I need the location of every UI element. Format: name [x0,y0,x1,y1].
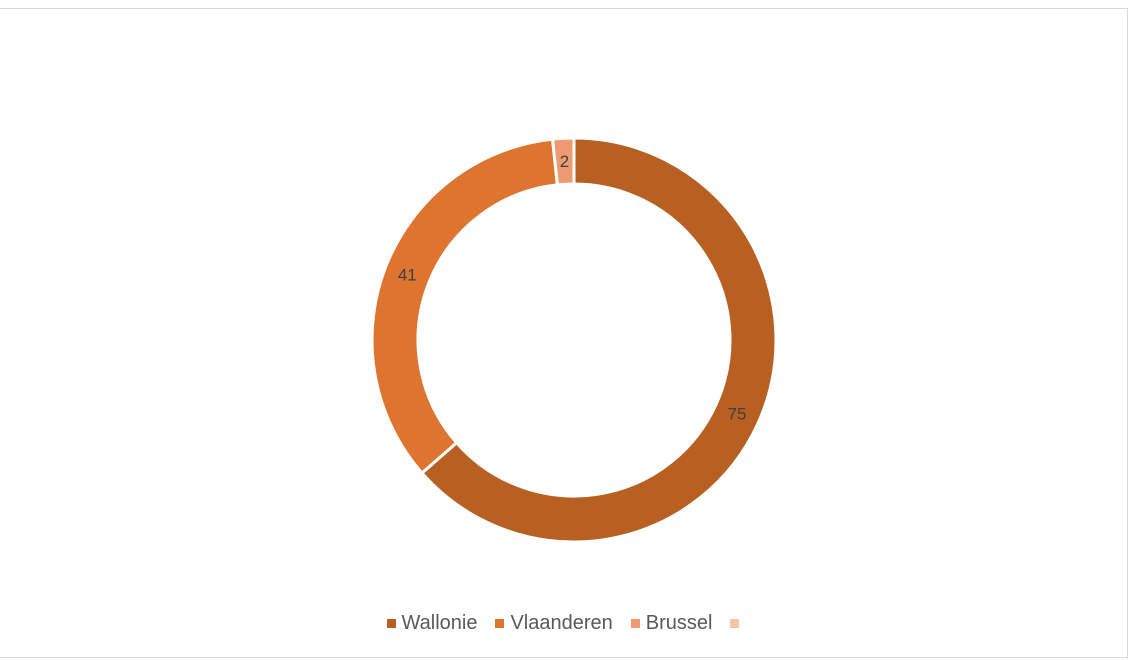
slice-brussel [550,136,576,187]
data-label-vlaanderen: 41 [398,265,417,284]
legend-label: Wallonie [401,612,478,634]
legend-label: Brussel [645,612,713,634]
data-labels: 75 41 2 [398,152,747,424]
legend-swatch [495,619,505,628]
data-label-wallonie: 75 [728,404,747,423]
legend-label: Vlaanderen [510,612,613,634]
slice-wallonie [419,136,778,544]
legend-item-empty [730,619,745,628]
doughnut-slices [370,136,778,544]
legend: Wallonie Vlaanderen Brussel [0,612,1132,635]
data-label-brussel: 2 [560,152,569,171]
legend-item-brussel: Brussel [630,612,713,635]
legend-swatch [630,619,640,628]
legend-item-vlaanderen: Vlaanderen [495,612,613,635]
legend-swatch [386,619,396,628]
chart-area [0,8,1128,658]
legend-swatch [730,619,740,628]
slice-vlaanderen [370,137,560,476]
legend-item-wallonie: Wallonie [386,612,478,635]
